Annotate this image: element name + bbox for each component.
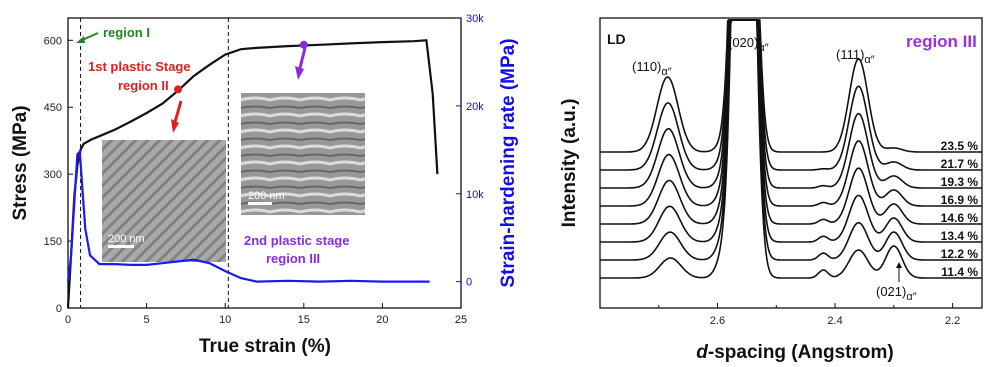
right-chart-panel: 2.6 2.4 2.2 11.4 % 12.2 % 13.4 % 14.6 % 16.9 %… [559,17,983,363]
left-marker-layer [174,40,308,94]
stage-II-label-line1: 1st plastic Stage [88,59,191,74]
strain-label: 12.2 % [941,247,979,261]
stage-III-label-line1: 2nd plastic stage [244,233,349,248]
left-x-tick-label: 15 [298,314,310,326]
stage-III-arrowhead [295,66,304,80]
left-tick-layer: 0 5 10 15 20 25 0 150 300 450 600 0 10k 20k 30k [44,13,485,326]
ld-label: LD [607,31,626,47]
right-tick-layer: 2.6 2.4 2.2 [658,303,960,327]
left-x-tick-label: 20 [376,314,388,326]
xrd-pattern-2 [600,19,982,261]
right-x-tick-label: 2.4 [827,315,842,327]
strain-label: 11.4 % [941,265,978,279]
strain-label: 14.6 % [941,211,979,225]
strain-label: 23.5 % [941,139,979,153]
left-chart-panel: 0 5 10 15 20 25 0 150 300 450 600 0 10k 20k 30k 200 nm… [10,13,519,357]
left-series-layer [66,39,439,309]
right-y-tick-label: 10k [466,189,484,201]
right-x-tick-label: 2.6 [710,315,725,327]
scalebar-2 [248,202,272,205]
peak-label-111: (111)α″ [836,47,875,66]
peak-021-arrowhead [896,262,902,268]
left-x-tick-label: 5 [144,314,150,326]
stress-marker-1 [174,85,183,94]
region-I-arrowhead [76,36,85,43]
left-y-tick-label: 300 [44,169,62,181]
hardening-rate-curve [66,148,430,283]
left-plot-frame [67,17,462,309]
peak-label-020: (020)α″ [728,35,769,54]
right-x-tick-label: 2.2 [945,315,960,327]
region-III-title: region III [906,32,977,51]
stage-III-arrow [298,47,307,69]
right-strain-labels: 11.4 % 12.2 % 13.4 % 14.6 % 16.9 % 19.3 % 21.7… [941,139,979,279]
strain-label: 21.7 % [941,157,979,171]
right-plot-frame [599,17,983,309]
right-x-axis-title: d-spacing (Angstrom) [696,342,893,363]
left-x-tick-label: 0 [65,314,71,326]
strain-label: 19.3 % [941,175,979,189]
region-I-label: region I [103,25,150,40]
xrd-pattern-7 [600,19,982,171]
strain-label: 16.9 % [941,193,979,207]
right-y-tick-label: 0 [466,277,472,289]
scalebar-1-label: 200 nm [108,233,145,245]
stress-curve [66,39,439,309]
xrd-pattern-5 [600,19,982,207]
peak-label-110: (110)α″ [632,59,672,78]
scalebar-2-label: 200 nm [248,190,285,202]
xrd-pattern-4 [600,19,982,225]
left-x-axis-title: True strain (%) [199,336,331,357]
left-y-tick-label: 600 [44,35,62,47]
left-y-tick-label: 0 [56,303,62,315]
right-y-axis-title: Strain-hardening rate (MPa) [498,38,519,287]
strain-label: 13.4 % [941,229,979,243]
right-panel-y-axis-title: Intensity (a.u.) [559,99,580,228]
left-x-tick-label: 10 [219,314,231,326]
peak-label-021: (021)α″ [876,284,917,303]
stage-II-arrow [173,100,183,123]
stage-III-label-line2: region III [266,251,320,266]
xrd-pattern-3 [600,19,982,243]
left-y-axis-title: Stress (MPa) [10,105,31,220]
xrd-pattern-6 [600,19,982,189]
left-dashed-lines [80,18,229,308]
right-y-tick-label: 30k [466,13,484,25]
scalebar-1 [108,245,134,248]
right-y-tick-label: 20k [466,101,484,113]
left-y-tick-label: 450 [44,102,62,114]
xrd-pattern-1 [600,19,982,279]
left-y-tick-label: 150 [44,236,62,248]
stress-marker-2 [299,40,308,49]
left-x-tick-label: 25 [455,314,467,326]
tem-inset-region-III: 200 nm [241,93,365,215]
tem-inset-region-II: 200 nm [102,140,226,262]
stage-II-arrowhead [171,119,179,133]
xrd-pattern-8 [600,19,982,153]
stage-II-label-line2: region II [118,78,169,93]
right-curve-layer [600,19,982,279]
